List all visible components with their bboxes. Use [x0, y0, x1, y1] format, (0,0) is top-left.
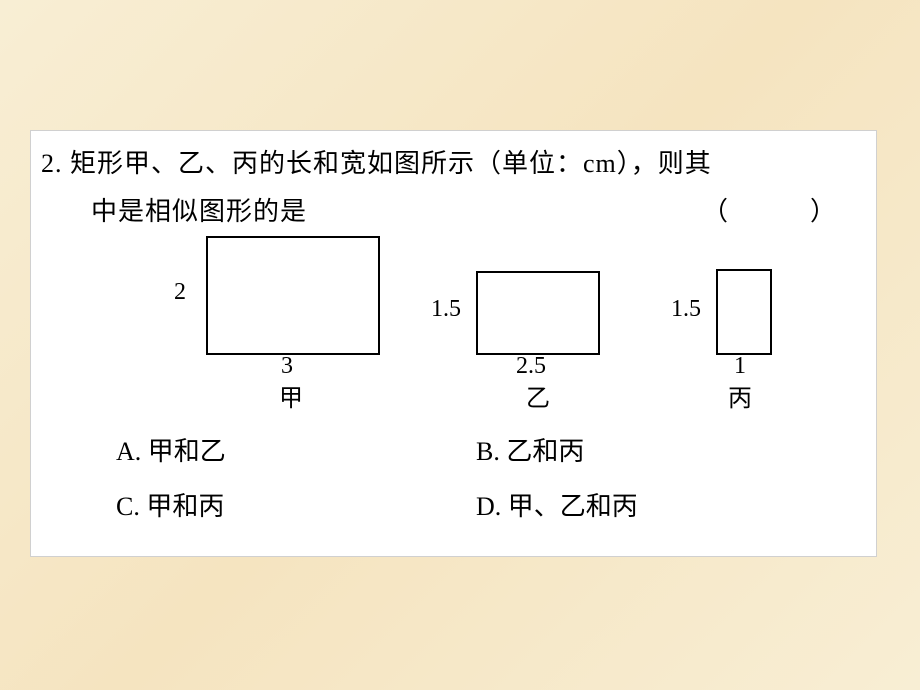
option-a: A. 甲和乙 — [116, 431, 476, 468]
answer-paren: （ ） — [702, 191, 846, 228]
rect-jia-name-label: 甲 — [279, 378, 303, 413]
rect-yi-name-label: 乙 — [526, 378, 550, 413]
option-d: D. 甲、乙和丙 — [476, 486, 836, 523]
diagram-area: 2 3 甲 1.5 2.5 乙 1.5 1 丙 — [31, 231, 876, 411]
rect-yi-width-label: 2.5 — [516, 353, 546, 380]
options-row-1: A. 甲和乙 B. 乙和丙 — [116, 431, 836, 468]
rect-yi — [476, 271, 600, 355]
rect-jia — [206, 236, 380, 355]
rect-jia-height-label: 2 — [174, 279, 186, 306]
options-row-2: C. 甲和丙 D. 甲、乙和丙 — [116, 486, 836, 523]
option-c: C. 甲和丙 — [116, 486, 476, 523]
rect-bing-height-label: 1.5 — [671, 296, 701, 323]
question-line2: 中是相似图形的是 — [91, 191, 307, 228]
rect-jia-width-label: 3 — [281, 353, 293, 380]
rect-yi-height-label: 1.5 — [431, 296, 461, 323]
rect-bing-name-label: 丙 — [728, 378, 752, 413]
question-line1: 2. 矩形甲、乙、丙的长和宽如图所示（单位：cm），则其 — [41, 143, 712, 180]
option-b: B. 乙和丙 — [476, 431, 836, 468]
rect-bing-width-label: 1 — [734, 353, 746, 380]
rect-bing — [716, 269, 772, 355]
options-block: A. 甲和乙 B. 乙和丙 C. 甲和丙 D. 甲、乙和丙 — [116, 431, 836, 541]
content-box: 2. 矩形甲、乙、丙的长和宽如图所示（单位：cm），则其 中是相似图形的是 （ … — [30, 130, 877, 557]
